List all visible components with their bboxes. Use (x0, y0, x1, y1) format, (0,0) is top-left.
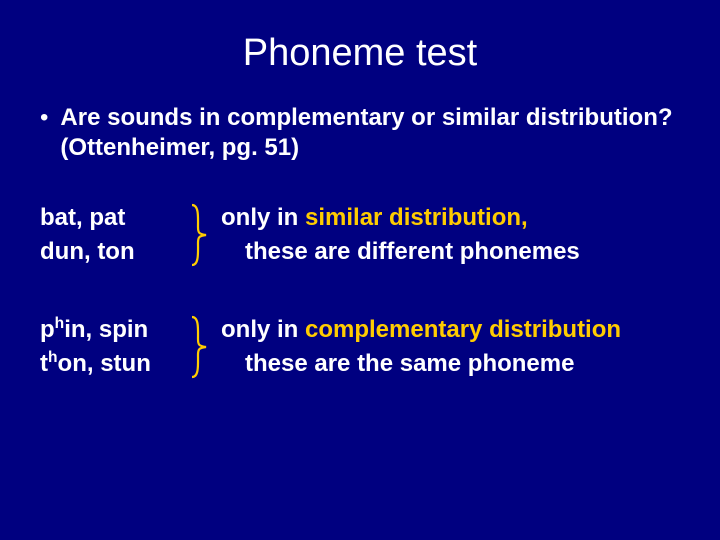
example-row: bat, pat dun, ton only in similar distri… (40, 201, 685, 268)
word-pair-line: dun, ton (40, 235, 195, 269)
example-group-2: phin, spin thon, stun only in complement… (40, 313, 685, 380)
word-pairs-col: bat, pat dun, ton (40, 201, 195, 268)
word-pair-line: phin, spin (40, 313, 195, 347)
desc-prefix: only in (221, 204, 305, 231)
word-pair-line: thon, stun (40, 347, 195, 381)
desc-prefix: only in (221, 316, 305, 343)
bullet-text: Are sounds in complementary or similar d… (60, 103, 685, 163)
description-line-2: these are different phonemes (221, 235, 580, 269)
desc-highlight: similar distribution, (305, 204, 528, 231)
bullet-item: • Are sounds in complementary or similar… (35, 103, 685, 163)
slide: Phoneme test • Are sounds in complementa… (0, 0, 720, 540)
description-line-1: only in complementary distribution (221, 313, 621, 347)
word-pair-line: bat, pat (40, 201, 195, 235)
description-col: only in complementary distribution these… (215, 313, 621, 380)
slide-title: Phoneme test (35, 32, 685, 75)
brace-icon (195, 201, 215, 268)
description-line-1: only in similar distribution, (221, 201, 580, 235)
bullet-marker: • (40, 103, 48, 133)
description-col: only in similar distribution, these are … (215, 201, 580, 268)
brace-icon (195, 313, 215, 380)
word-pairs-col: phin, spin thon, stun (40, 313, 195, 380)
description-line-2: these are the same phoneme (221, 347, 621, 381)
example-group-1: bat, pat dun, ton only in similar distri… (40, 201, 685, 268)
example-row: phin, spin thon, stun only in complement… (40, 313, 685, 380)
desc-highlight: complementary distribution (305, 316, 621, 343)
